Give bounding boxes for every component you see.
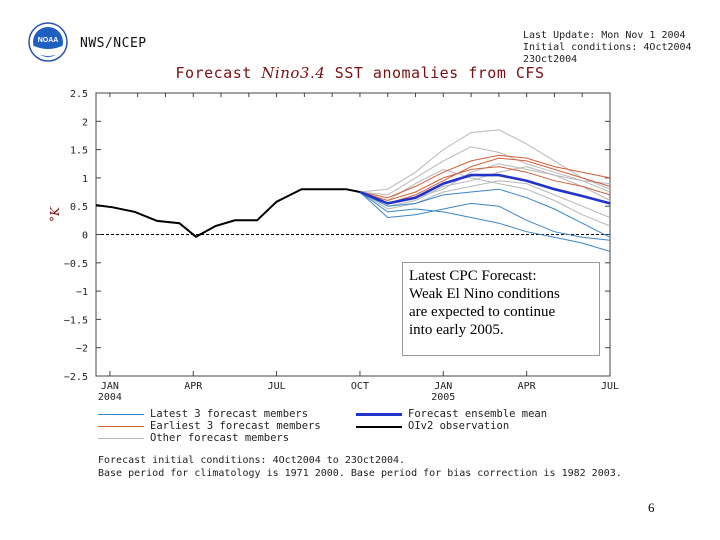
x-tick-label: JUL xyxy=(601,381,619,392)
x-tick-label: OCT xyxy=(351,381,369,392)
latest-member-line xyxy=(359,191,611,252)
legend-swatch xyxy=(356,413,402,416)
observation-line xyxy=(95,188,361,239)
y-tick-label: 2 xyxy=(82,117,88,128)
chart-title: Forecast Nino3.4 SST anomalies from CFS xyxy=(175,64,545,82)
footnote-base-period: Base period for climatology is 1971 2000… xyxy=(98,468,622,479)
legend-swatch xyxy=(98,438,144,439)
y-tick-label: 0.5 xyxy=(70,202,88,213)
earliest-member-line xyxy=(359,154,611,199)
x-tick-label: APR xyxy=(184,381,203,392)
latest-member-line xyxy=(359,188,611,238)
callout-line: into early 2005. xyxy=(409,322,504,338)
y-tick-label: 2.5 xyxy=(70,89,88,100)
legend-swatch xyxy=(98,426,144,427)
latest-member-line xyxy=(359,191,611,241)
earliest-member-line xyxy=(359,157,611,204)
x-tick-sublabel: 2004 xyxy=(98,392,122,403)
update-info: Last Update: Mon Nov 1 2004 Initial cond… xyxy=(523,30,720,66)
ensemble-mean-line xyxy=(359,173,611,205)
callout-line: Latest CPC Forecast: xyxy=(409,268,537,284)
other-member-line xyxy=(359,146,611,196)
cpc-forecast-callout: Latest CPC Forecast: Weak El Nino condit… xyxy=(402,262,600,356)
slide-number: 6 xyxy=(648,500,655,515)
forecast-members xyxy=(359,129,611,252)
y-tick-label: 1 xyxy=(82,174,88,185)
x-tick-label: JUL xyxy=(268,381,286,392)
y-tick-label: −2 xyxy=(76,344,88,355)
svg-text:NOAA: NOAA xyxy=(38,37,59,44)
x-tick-sublabel: 2005 xyxy=(431,392,455,403)
x-tick-label: JAN xyxy=(101,381,119,392)
callout-line: Weak El Nino conditions xyxy=(409,286,560,302)
initial-conditions-text: Initial conditions: 4Oct2004 23Oct2004 xyxy=(523,42,692,65)
observation-series xyxy=(95,188,361,239)
other-member-line xyxy=(359,166,611,207)
ensemble-mean xyxy=(359,173,611,205)
earliest-member-line xyxy=(359,166,611,202)
y-tick-label: −2.5 xyxy=(64,372,88,383)
y-tick-label: 0 xyxy=(82,231,88,242)
legend: Latest 3 forecast members Earliest 3 for… xyxy=(98,408,658,482)
y-tick-label: −1 xyxy=(76,287,88,298)
legend-swatch xyxy=(356,426,402,428)
callout-line: are expected to continue xyxy=(409,304,556,320)
noaa-logo: NOAA xyxy=(28,22,68,62)
y-tick-label: 1.5 xyxy=(70,146,88,157)
y-tick-label: −0.5 xyxy=(64,259,88,270)
agency-name: NWS/NCEP xyxy=(80,36,147,51)
x-tick-label: APR xyxy=(518,381,537,392)
y-tick-label: −1.5 xyxy=(64,315,88,326)
legend-swatch xyxy=(98,414,144,415)
footnote-initial-conditions: Forecast initial conditions: 4Oct2004 to… xyxy=(98,455,406,466)
x-tick-label: JAN xyxy=(434,381,452,392)
other-member-line xyxy=(359,180,611,218)
last-update-text: Last Update: Mon Nov 1 2004 xyxy=(523,30,686,41)
